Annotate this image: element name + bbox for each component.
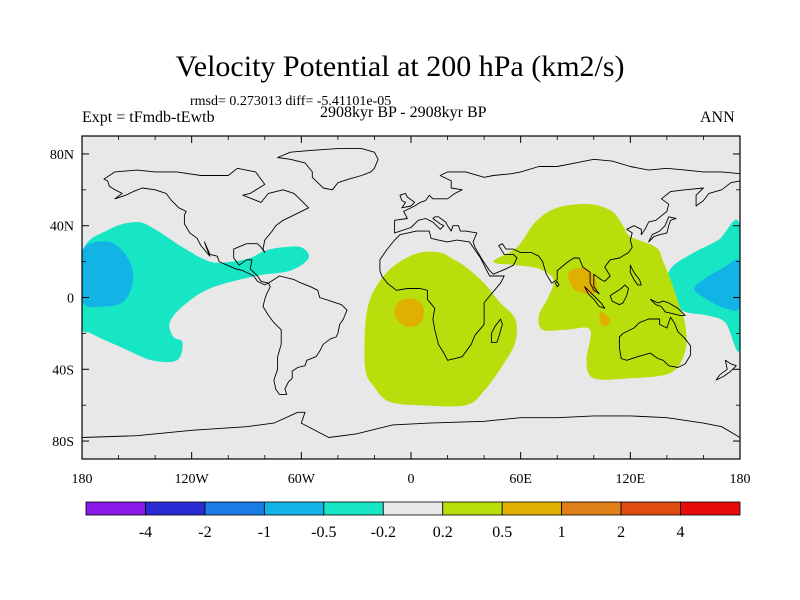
colorbar-label: 0.2 (433, 524, 453, 541)
colorbar-swatch (561, 501, 622, 516)
contour-region-maritime-positive-core-south (599, 311, 611, 327)
left-subtitle: Expt = tFmdb-tEwtb (82, 109, 215, 126)
colorbar-swatch (620, 501, 681, 516)
colorbar-label: -0.2 (371, 524, 396, 541)
contour-region-africa-positive (364, 251, 518, 407)
x-tick-label: 180 (730, 472, 751, 487)
coastline-australia (618, 316, 692, 368)
y-tick-label: 80N (50, 148, 74, 163)
coastline-new-zealand (715, 359, 737, 381)
y-tick-label: 40N (50, 220, 74, 235)
y-tick-label: 80S (52, 435, 74, 450)
coastline-madagascar (490, 318, 503, 343)
contour-region-pacific-negative-west-core (82, 241, 134, 308)
colorbar-swatch (145, 501, 206, 516)
x-tick-label: 120W (175, 472, 210, 487)
stats-text: rmsd= 0.273013 diff= -5.41101e-05 (190, 94, 392, 109)
chart-title: Velocity Potential at 200 hPa (km2/s) (175, 50, 625, 83)
coastline-sri-lanka (554, 280, 560, 288)
contour-region-pacific-negative-east-core (694, 259, 740, 311)
coastline-south-america (262, 275, 348, 395)
coastline-antarctica (82, 411, 740, 459)
colorbar-label: -2 (198, 524, 211, 541)
colorbar-label: 0.5 (492, 524, 512, 541)
colorbar-swatch (323, 501, 384, 516)
y-tick-label: 40S (52, 363, 74, 378)
coastline-philippines (629, 264, 642, 286)
x-tick-label: 120E (616, 472, 646, 487)
colorbar-swatch (382, 501, 444, 516)
coastline-sumatra (584, 286, 606, 309)
right-subtitle: ANN (700, 109, 735, 126)
coastline-eurasia (394, 158, 740, 295)
colorbar-swatch (442, 501, 503, 516)
contour-region-africa-positive-core (394, 298, 424, 327)
colorbar-label: 2 (617, 524, 625, 541)
x-tick-label: 0 (408, 472, 415, 487)
colorbar-label: -0.5 (311, 524, 336, 541)
coastline-britain (399, 192, 416, 209)
coastline-borneo (609, 284, 629, 306)
coastline-africa (379, 230, 505, 361)
coastline-new-guinea (649, 298, 686, 316)
coastline-japan (648, 216, 677, 243)
colorbar-swatch (263, 501, 325, 516)
colorbar-swatch (85, 501, 146, 516)
x-tick-label: 60W (288, 472, 316, 487)
coastline-greenland (277, 148, 379, 191)
x-tick-label: 60E (509, 472, 532, 487)
colorbar-swatch (204, 501, 265, 516)
colorbar-label: 4 (677, 524, 685, 541)
colorbar-swatch (680, 501, 741, 516)
coastline-north-america (103, 167, 310, 286)
colorbar-label: -1 (258, 524, 271, 541)
colorbar-swatch (501, 501, 563, 516)
contour-region-pacific-negative-west (82, 222, 310, 363)
center-subtitle: 2908kyr BP - 2908kyr BP (320, 104, 487, 121)
colorbar-label: 1 (558, 524, 566, 541)
colorbar-label: -4 (139, 524, 152, 541)
y-tick-label: 0 (67, 292, 74, 307)
x-tick-label: 180 (72, 472, 93, 487)
